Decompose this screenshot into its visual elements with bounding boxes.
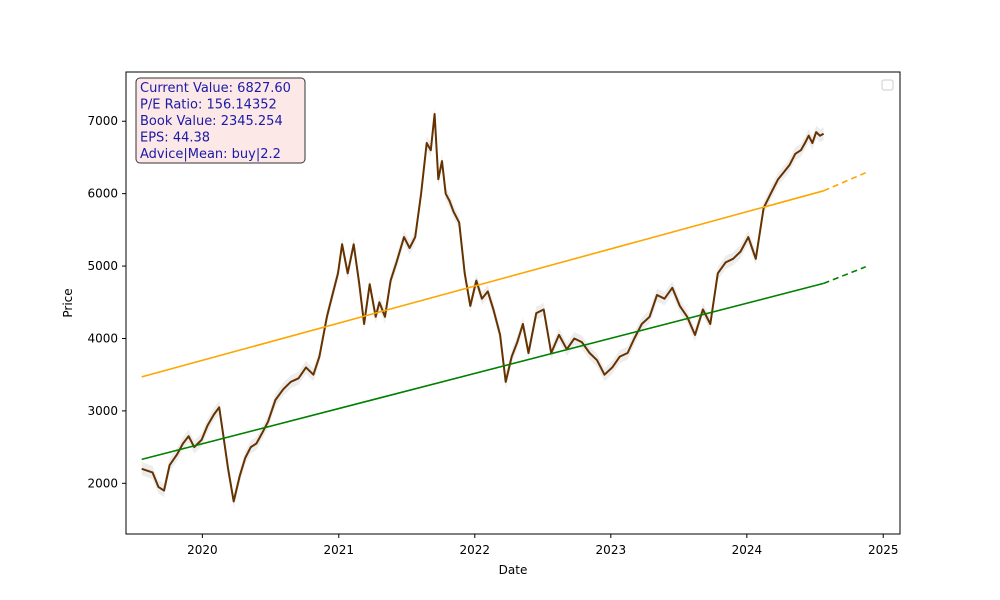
info-book-value: Book Value: 2345.254 [140, 114, 283, 129]
y-tick-label-7000: 7000 [87, 114, 118, 128]
info-eps: EPS: 44.38 [140, 131, 210, 146]
y-tick-label-6000: 6000 [87, 187, 118, 201]
price-range-band [141, 107, 824, 508]
x-tick-label-2022: 2022 [460, 543, 491, 557]
price-line [141, 113, 825, 503]
upper-trend-line [141, 190, 824, 378]
y-tick-label-5000: 5000 [87, 259, 118, 273]
info-pe-ratio: P/E Ratio: 156.14352 [140, 98, 277, 113]
x-tick-label-2021: 2021 [324, 543, 355, 557]
x-axis-title: Date [499, 563, 528, 577]
upper-trend-projection [823, 171, 867, 192]
info-box: Current Value: 6827.60 P/E Ratio: 156.14… [135, 77, 306, 164]
x-tick-label-2020: 2020 [187, 543, 218, 557]
info-current-value: Current Value: 6827.60 [140, 81, 291, 96]
x-tick-label-2023: 2023 [596, 543, 627, 557]
info-box-background [135, 77, 306, 164]
y-axis-title: Price [61, 288, 75, 317]
axes-layer: 2020 2021 2022 2023 2024 2025 2000 3000 4000 5000… [87, 114, 898, 557]
y-tick-label-4000: 4000 [87, 331, 118, 345]
x-tick-label-2025: 2025 [868, 543, 899, 557]
y-tick-label-3000: 3000 [87, 404, 118, 418]
price-range-shade [141, 107, 824, 508]
lower-trend-line [141, 282, 824, 461]
y-tick-label-2000: 2000 [87, 476, 118, 490]
x-tick-label-2024: 2024 [732, 543, 763, 557]
lower-trend-projection [823, 266, 866, 285]
plot-area-frame [125, 71, 901, 535]
series-layer [141, 113, 867, 503]
info-advice-mean: Advice|Mean: buy|2.2 [140, 147, 281, 162]
legend-box-empty [881, 79, 894, 91]
